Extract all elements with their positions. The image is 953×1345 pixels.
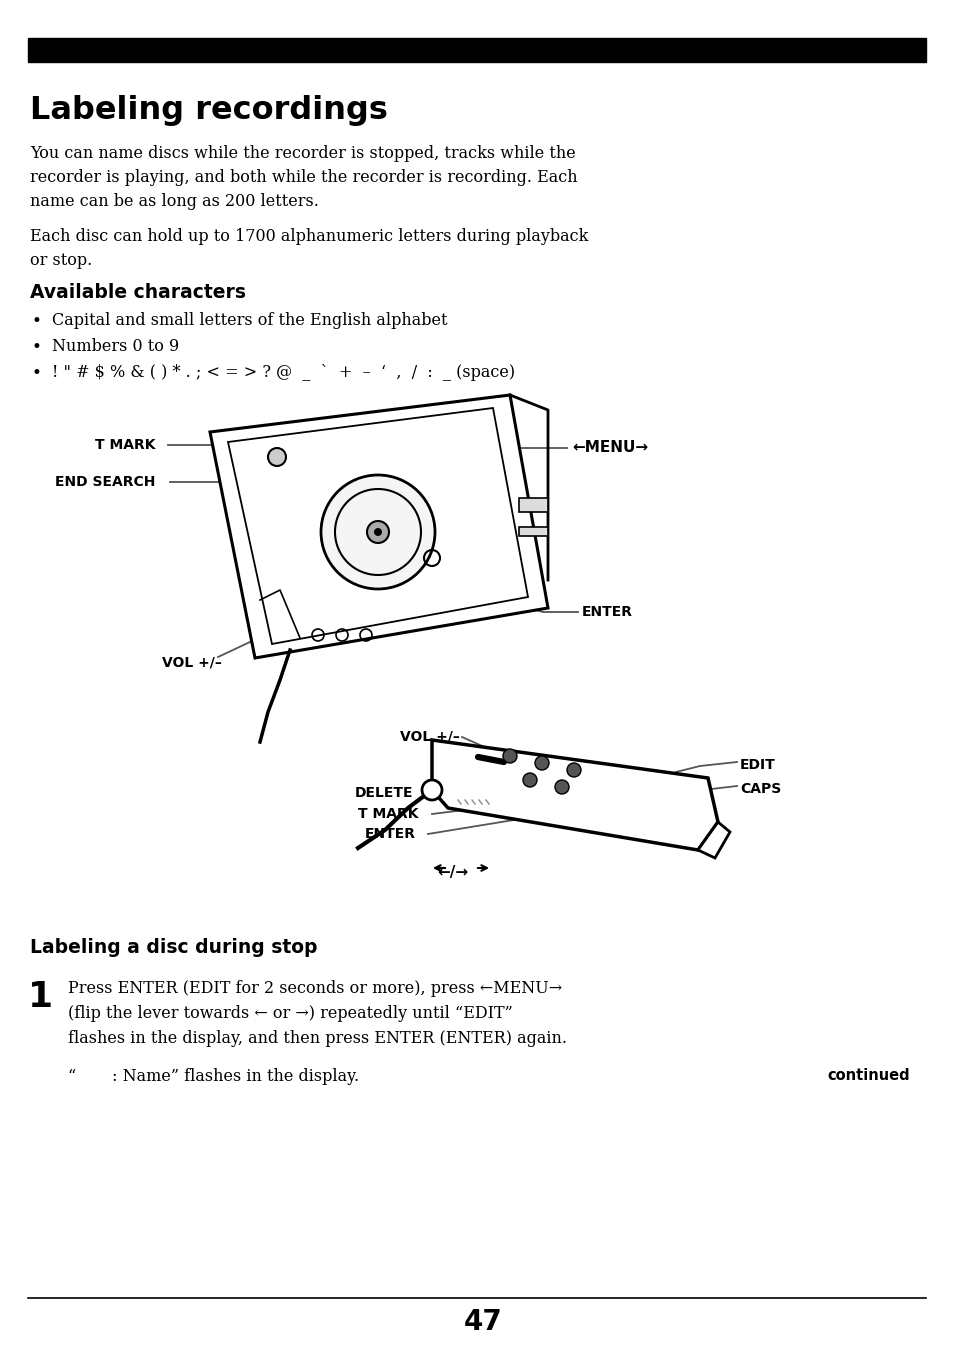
Text: DELETE: DELETE	[355, 785, 413, 800]
Bar	[28, 38, 925, 62]
Text: VOL +/–: VOL +/–	[399, 730, 459, 744]
Text: Press ENTER (EDIT for 2 seconds or more), press ←MENU→
(flip the lever towards ←: Press ENTER (EDIT for 2 seconds or more)…	[68, 981, 566, 1046]
Text: continued: continued	[826, 1068, 909, 1083]
Text: •: •	[32, 312, 42, 330]
Text: EDIT: EDIT	[740, 759, 775, 772]
Text: ENTER: ENTER	[365, 827, 416, 841]
Circle shape	[421, 780, 441, 800]
Circle shape	[320, 475, 435, 589]
Polygon shape	[210, 395, 547, 658]
Text: ! " # $ % & ( ) * . ; < = > ? @  _  `  +  –  ‘  ,  /  :  _ (space): ! " # $ % & ( ) * . ; < = > ? @ _ ` + – …	[52, 364, 515, 381]
Text: VOL +/–: VOL +/–	[162, 655, 222, 668]
Bar	[518, 527, 547, 537]
Circle shape	[555, 780, 568, 794]
Text: ←MENU→: ←MENU→	[572, 441, 647, 456]
Bar	[518, 498, 547, 512]
Text: CAPS: CAPS	[740, 781, 781, 796]
Text: ENTER: ENTER	[581, 605, 633, 619]
Polygon shape	[432, 740, 718, 850]
Text: T MARK: T MARK	[357, 807, 418, 820]
Text: END SEARCH: END SEARCH	[55, 475, 155, 490]
Text: “       : Name” flashes in the display.: “ : Name” flashes in the display.	[68, 1068, 358, 1085]
Text: •: •	[32, 338, 42, 356]
Circle shape	[522, 773, 537, 787]
Polygon shape	[698, 822, 729, 858]
Text: You can name discs while the recorder is stopped, tracks while the
recorder is p: You can name discs while the recorder is…	[30, 145, 577, 210]
Circle shape	[535, 756, 548, 769]
Text: Numbers 0 to 9: Numbers 0 to 9	[52, 338, 179, 355]
Text: Labeling a disc during stop: Labeling a disc during stop	[30, 937, 317, 958]
Circle shape	[367, 521, 389, 543]
Text: Labeling recordings: Labeling recordings	[30, 95, 388, 126]
Circle shape	[374, 529, 381, 537]
Text: T MARK: T MARK	[95, 438, 155, 452]
Text: Available characters: Available characters	[30, 282, 246, 303]
Text: 1: 1	[28, 981, 53, 1014]
Text: 47: 47	[463, 1307, 502, 1336]
Text: Capital and small letters of the English alphabet: Capital and small letters of the English…	[52, 312, 447, 330]
Text: ←/→: ←/→	[437, 865, 468, 880]
Circle shape	[268, 448, 286, 465]
Text: •: •	[32, 364, 42, 382]
Text: Each disc can hold up to 1700 alphanumeric letters during playback
or stop.: Each disc can hold up to 1700 alphanumer…	[30, 229, 588, 269]
Circle shape	[566, 763, 580, 777]
Circle shape	[502, 749, 517, 763]
